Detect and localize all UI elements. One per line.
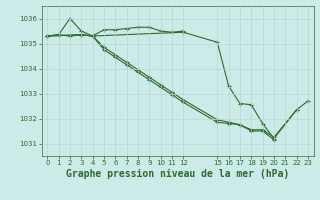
X-axis label: Graphe pression niveau de la mer (hPa): Graphe pression niveau de la mer (hPa) (66, 169, 289, 179)
